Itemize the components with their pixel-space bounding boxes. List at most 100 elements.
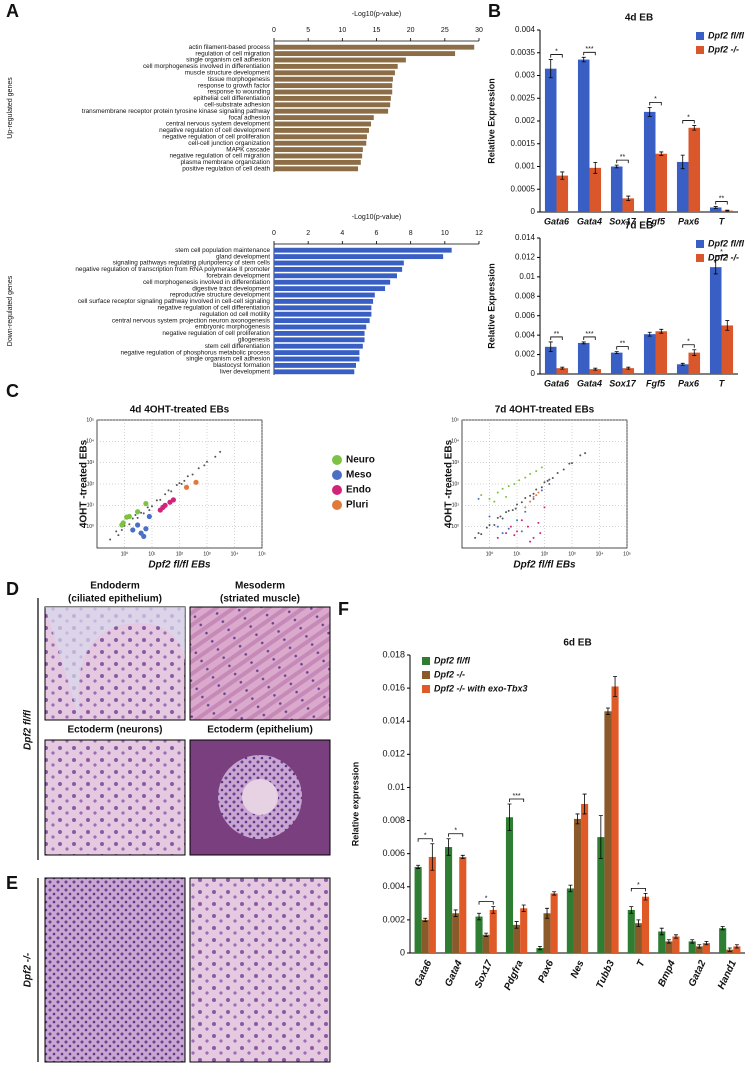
y-tick-label: 0.006 <box>515 311 536 320</box>
histology-image <box>44 877 186 1063</box>
panel-label: D <box>6 579 19 599</box>
y-tick-label: 10¹ <box>87 503 95 509</box>
y-tick-label: 10⁴ <box>451 439 459 445</box>
x-tick-label: 10⁴ <box>596 551 604 557</box>
category-label: cell-cell junction organization <box>188 140 270 147</box>
category-label: negative regulation of transcription fro… <box>75 266 271 273</box>
bar <box>676 364 689 374</box>
point <box>493 523 496 526</box>
error-bar <box>507 803 512 831</box>
sig-bracket <box>616 159 629 164</box>
point <box>496 491 499 494</box>
error-bar <box>659 151 664 156</box>
point <box>135 522 141 528</box>
point <box>142 512 145 515</box>
point <box>524 506 527 509</box>
sig-label: ** <box>620 154 626 161</box>
category-label: central nervous system projection neuron… <box>112 317 270 324</box>
sig-bracket <box>616 346 629 350</box>
point <box>193 479 199 485</box>
point <box>151 505 153 508</box>
y-axis-label: Relative expression <box>350 762 360 847</box>
bar <box>536 948 544 953</box>
x-tick-label: 6 <box>375 230 379 237</box>
caption: Mesoderm <box>235 581 285 592</box>
chart-title: 6d EB <box>563 638 591 649</box>
x-axis-label: -Log10(p-value) <box>352 11 401 18</box>
point <box>474 536 477 539</box>
x-tick-label: Sox17 <box>473 958 496 990</box>
y-tick-label: 0 <box>400 947 405 957</box>
point <box>539 532 542 535</box>
point <box>526 525 529 528</box>
row-label: Dpf2 fl/fl <box>23 710 34 750</box>
histology-image <box>189 606 331 721</box>
sig-label: *** <box>585 331 593 338</box>
bar <box>688 127 701 212</box>
point <box>480 494 483 497</box>
bar <box>274 147 363 153</box>
y-tick-label: 0.002 <box>515 116 536 125</box>
error-bar <box>514 921 519 929</box>
bar <box>274 279 391 285</box>
cell-whorl <box>242 779 278 815</box>
point <box>505 532 508 535</box>
x-tick-label: Gata4 <box>443 958 465 988</box>
point <box>214 455 217 458</box>
legend-label: Dpf2 -/- <box>708 44 739 54</box>
caption: (ciliated epithelium) <box>68 594 162 605</box>
sig-label: * <box>454 828 457 835</box>
x-tick-label: 10⁵ <box>258 551 266 557</box>
bar <box>274 159 361 165</box>
bar <box>665 941 673 953</box>
y-tick-label: 0.012 <box>515 253 536 262</box>
error-bar <box>548 59 553 79</box>
point <box>480 533 483 536</box>
bar <box>676 161 689 212</box>
legend-label: Meso <box>346 470 372 481</box>
point <box>529 500 532 503</box>
y-tick-label: 10³ <box>87 460 95 466</box>
category-label: negative regulation of cell migration <box>169 153 270 160</box>
category-label: response to wounding <box>207 89 270 96</box>
point <box>146 513 152 520</box>
x-tick-label: Nes <box>569 958 587 980</box>
x-tick-label: Pax6 <box>536 958 556 984</box>
x-tick-label: Fgf5 <box>646 378 666 388</box>
error-bar <box>713 206 718 209</box>
legend-swatch <box>332 485 342 495</box>
panel-label: F <box>338 599 349 619</box>
legend-swatch <box>696 240 704 248</box>
y-tick-label: 0.0025 <box>511 93 536 102</box>
category-label: cell morphogenesis involved in different… <box>143 279 271 286</box>
point <box>562 468 565 471</box>
error-bar <box>704 941 709 946</box>
bar <box>597 837 605 953</box>
bar <box>655 331 668 374</box>
x-tick-label: 5 <box>306 27 310 34</box>
y-axis-label: Relative Expression <box>486 78 496 164</box>
sig-label: * <box>555 48 558 55</box>
point <box>540 489 543 492</box>
bar <box>589 167 602 212</box>
bar <box>459 856 467 953</box>
sig-bracket <box>715 254 728 259</box>
x-tick-label: Gata6 <box>544 216 570 226</box>
error-bar <box>626 366 631 370</box>
point <box>493 500 496 503</box>
sig-bracket <box>509 798 525 802</box>
sig-bracket <box>682 120 695 124</box>
legend-swatch <box>332 455 342 465</box>
bar <box>577 59 590 213</box>
panel-label: A <box>6 1 19 21</box>
bar <box>513 924 521 953</box>
category-label: focal adhesion <box>229 114 271 121</box>
legend-swatch <box>696 46 704 54</box>
point <box>505 495 508 498</box>
x-tick-label: 2 <box>306 230 310 237</box>
bar <box>581 804 589 953</box>
x-tick-label: 10² <box>176 551 184 557</box>
category-label: plasma membrane organization <box>180 159 270 166</box>
legend-label: Dpf2 -/- <box>434 669 465 679</box>
error-bar <box>680 362 685 366</box>
